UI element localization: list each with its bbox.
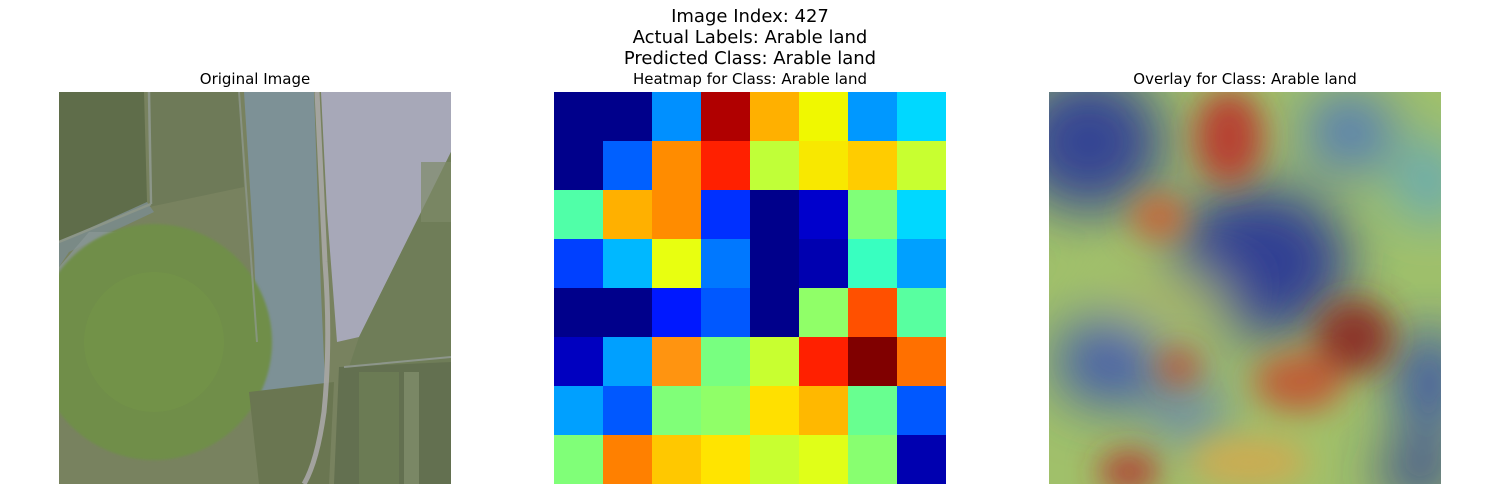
heatmap-cell	[603, 239, 652, 288]
heatmap-cell	[799, 435, 848, 484]
heatmap-grid	[554, 92, 946, 484]
heatmap-cell	[848, 435, 897, 484]
heatmap-cell	[603, 190, 652, 239]
class-heatmap	[554, 92, 946, 484]
heatmap-cell	[554, 239, 603, 288]
heatmap-cell	[603, 141, 652, 190]
heatmap-cell	[652, 141, 701, 190]
heatmap-cell	[897, 386, 946, 435]
heatmap-cell	[897, 141, 946, 190]
heatmap-cell	[603, 337, 652, 386]
original-satellite-image	[59, 92, 451, 484]
heatmap-cell	[554, 141, 603, 190]
heatmap-cell	[652, 337, 701, 386]
heatmap-cell	[701, 141, 750, 190]
heatmap-cell	[652, 288, 701, 337]
heatmap-cell	[750, 92, 799, 141]
heatmap-cell	[652, 435, 701, 484]
heatmap-title: Heatmap for Class: Arable land	[632, 70, 868, 88]
heatmap-cell	[554, 92, 603, 141]
heatmap-cell	[750, 435, 799, 484]
heatmap-cell	[701, 435, 750, 484]
heatmap-cell	[554, 190, 603, 239]
heatmap-cell	[603, 435, 652, 484]
heatmap-cell	[799, 92, 848, 141]
image-index-text: Image Index: 427	[671, 6, 829, 27]
heatmap-cell	[554, 435, 603, 484]
heatmap-cell	[848, 288, 897, 337]
heatmap-cell	[848, 141, 897, 190]
heatmap-cell	[701, 190, 750, 239]
heatmap-cell	[701, 92, 750, 141]
heatmap-cell	[750, 288, 799, 337]
heatmap-cell	[848, 386, 897, 435]
heatmap-cell	[554, 386, 603, 435]
heatmap-cell	[652, 190, 701, 239]
heatmap-cell	[554, 288, 603, 337]
heatmap-cell	[603, 288, 652, 337]
heatmap-cell	[750, 239, 799, 288]
original-image-title: Original Image	[199, 70, 311, 88]
heatmap-cell	[603, 386, 652, 435]
heatmap-cell	[603, 92, 652, 141]
heatmap-cell	[897, 337, 946, 386]
heatmap-cell	[897, 92, 946, 141]
heatmap-cell	[848, 92, 897, 141]
heatmap-cell	[652, 92, 701, 141]
heatmap-cell	[848, 239, 897, 288]
heatmap-overlay-image	[1049, 92, 1441, 484]
actual-labels-text: Actual Labels: Arable land	[632, 27, 868, 48]
heatmap-cell	[799, 386, 848, 435]
heatmap-cell	[799, 141, 848, 190]
heatmap-cell	[848, 337, 897, 386]
heatmap-cell	[750, 337, 799, 386]
heatmap-cell	[897, 239, 946, 288]
heatmap-cell	[701, 337, 750, 386]
heatmap-cell	[750, 190, 799, 239]
heatmap-cell	[701, 288, 750, 337]
heatmap-cell	[897, 435, 946, 484]
heatmap-cell	[799, 239, 848, 288]
heatmap-cell	[750, 386, 799, 435]
heatmap-cell	[652, 239, 701, 288]
heatmap-cell	[554, 337, 603, 386]
figure-suptitle: Image Index: 427 Actual Labels: Arable l…	[0, 6, 1500, 69]
heatmap-cell	[799, 337, 848, 386]
heatmap-cell	[799, 190, 848, 239]
heatmap-cell	[701, 239, 750, 288]
heatmap-cell	[897, 190, 946, 239]
heatmap-cell	[750, 141, 799, 190]
heatmap-cell	[897, 288, 946, 337]
predicted-class-text: Predicted Class: Arable land	[623, 48, 877, 69]
overlay-title: Overlay for Class: Arable land	[1133, 70, 1357, 88]
heatmap-cell	[701, 386, 750, 435]
heatmap-cell	[652, 386, 701, 435]
heatmap-cell	[799, 288, 848, 337]
heatmap-cell	[848, 190, 897, 239]
